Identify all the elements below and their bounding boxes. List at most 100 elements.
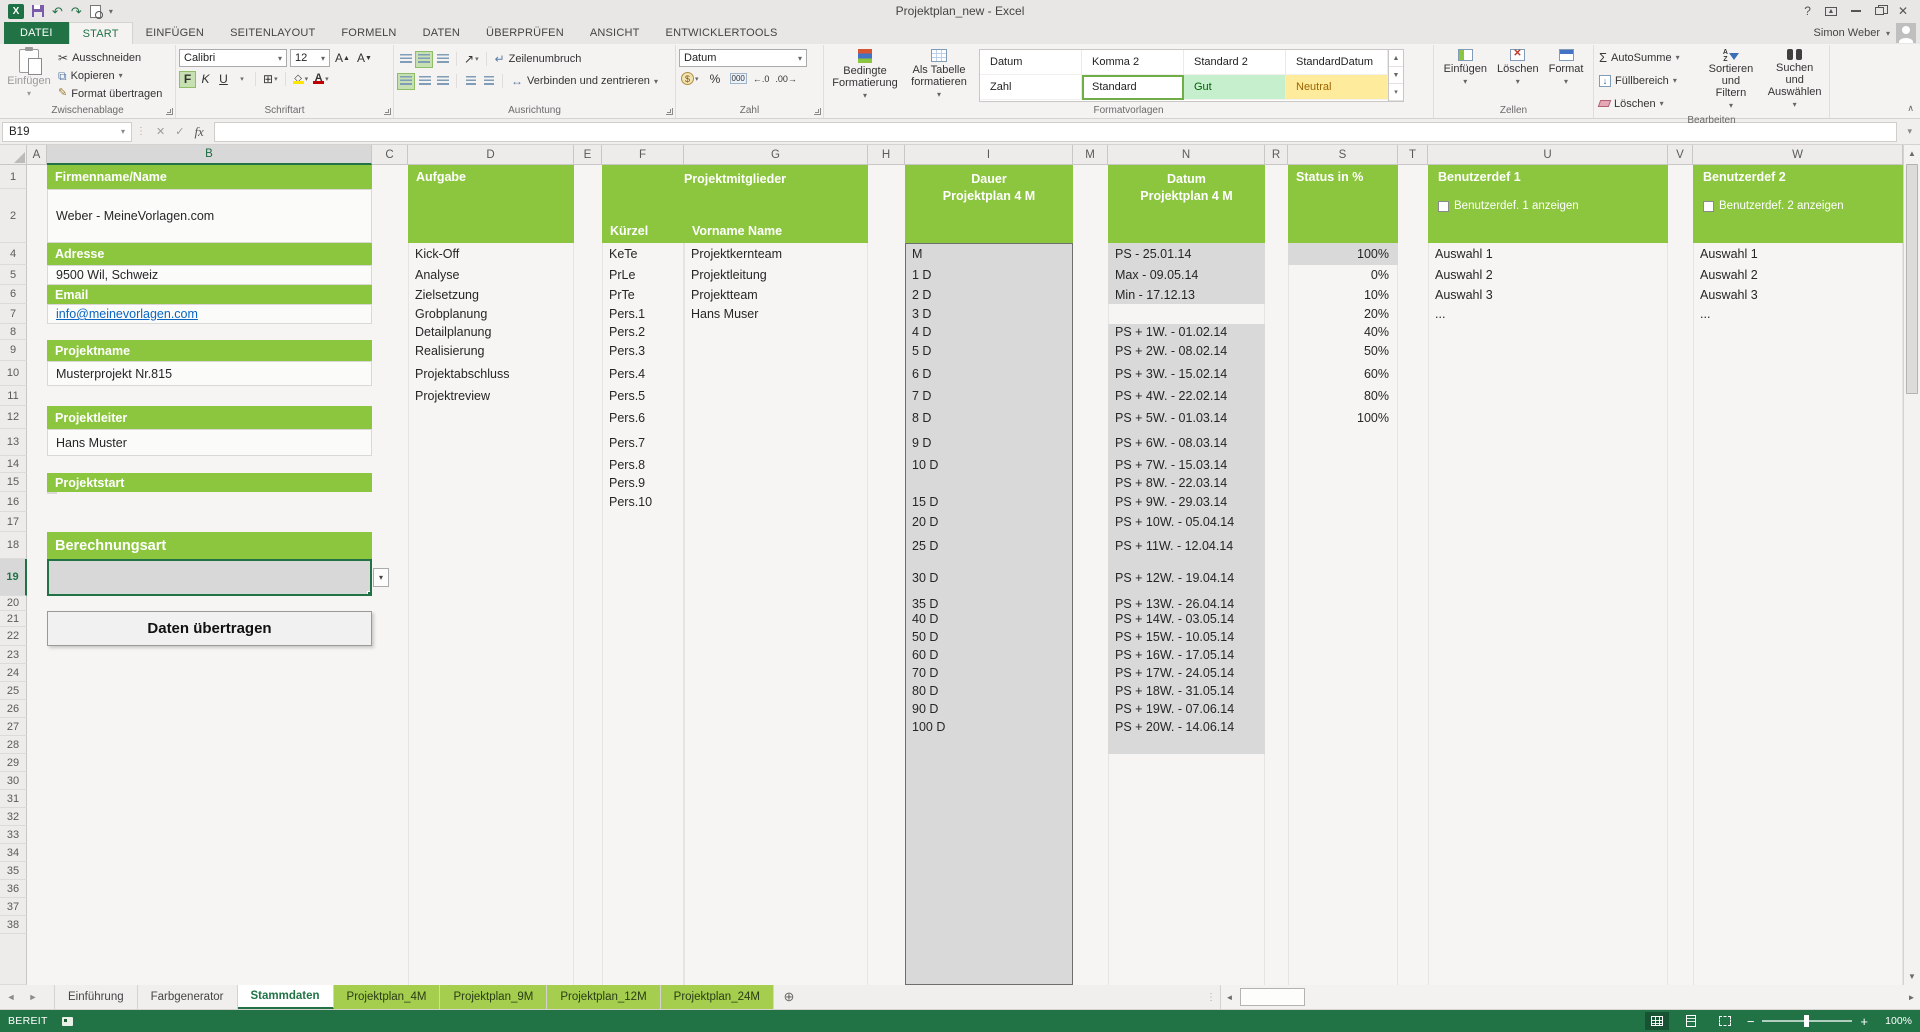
account-name[interactable]: Simon Weber [1813, 27, 1880, 39]
name-box-dropdown-icon[interactable]: ▾ [120, 127, 125, 136]
close-icon[interactable]: ✕ [1897, 4, 1908, 18]
cell-B12[interactable]: Projektleiter [47, 406, 372, 429]
shrink-font-button[interactable]: A ▼ [356, 51, 372, 65]
underline-dropdown-icon[interactable]: ▾ [240, 76, 244, 83]
checkbox-icon[interactable] [1703, 200, 1714, 212]
sheet-prev-icon[interactable]: ◄ [6, 992, 16, 1002]
cell-S12[interactable]: 100% [1357, 410, 1389, 425]
row-header-12[interactable]: 12 [0, 406, 27, 429]
cell-I4[interactable]: M [912, 247, 923, 261]
column-header-M[interactable]: M [1073, 145, 1108, 165]
cell-I6[interactable]: 2 D [912, 287, 932, 302]
cell-N23[interactable]: PS + 16W. - 17.05.14 [1115, 648, 1235, 662]
column-header-W[interactable]: W [1693, 145, 1903, 165]
align-bottom-button[interactable] [434, 51, 451, 68]
column-header-B[interactable]: B [47, 145, 372, 165]
cell-F4[interactable]: KeTe [609, 247, 638, 261]
cell-S11[interactable]: 80% [1363, 389, 1389, 403]
horizontal-scrollbar[interactable]: ◄ ► [1220, 985, 1920, 1009]
cell-B18[interactable]: Berechnungsart [47, 532, 372, 559]
zoom-in-icon[interactable]: + [1860, 1013, 1868, 1029]
cell-F12[interactable]: Pers.6 [609, 410, 646, 425]
cell-D8[interactable]: Detailplanung [415, 325, 492, 339]
cell-B7[interactable]: info@meinevorlagen.com [47, 304, 372, 324]
number-dialog-launcher-icon[interactable] [814, 108, 821, 115]
cell-I24[interactable]: 70 D [912, 666, 939, 680]
sheet-tab-projektplan_24m[interactable]: Projektplan_24M [660, 985, 774, 1009]
cell-F13[interactable]: Pers.7 [609, 435, 646, 450]
account-dropdown-icon[interactable]: ▾ [1885, 28, 1890, 38]
cell-N5[interactable]: Max - 09.05.14 [1115, 268, 1199, 282]
cell-B15[interactable]: Projektstart [47, 473, 372, 492]
cell-N8[interactable]: PS + 1W. - 01.02.14 [1115, 325, 1228, 339]
cell-N4[interactable]: PS - 25.01.14 [1115, 247, 1192, 261]
ribbon-tab-ansicht[interactable]: ANSICHT [589, 27, 640, 39]
decrease-decimal-button[interactable]: .00→ [775, 73, 797, 84]
cell-I16[interactable]: 15 D [912, 495, 939, 509]
number-format-combo[interactable]: Datum ▾ [679, 49, 807, 67]
cell-N27[interactable]: PS + 20W. - 14.06.14 [1115, 720, 1235, 734]
cell-I8[interactable]: 4 D [912, 325, 932, 339]
cell-N21[interactable]: PS + 14W. - 03.05.14 [1115, 612, 1235, 626]
cell-I13[interactable]: 9 D [912, 435, 932, 450]
row-header-13[interactable]: 13 [0, 429, 27, 456]
cell-N4[interactable] [1108, 243, 1265, 304]
font-dialog-launcher-icon[interactable] [384, 108, 391, 115]
ribbon-tab-datei[interactable]: DATEI [4, 22, 69, 44]
style-item-standarddatum[interactable]: StandardDatum [1286, 50, 1388, 75]
cell-N16[interactable]: PS + 9W. - 29.03.14 [1115, 495, 1228, 509]
row-header-28[interactable]: 28 [0, 736, 27, 754]
decrease-indent-button[interactable] [462, 73, 479, 90]
cell-D10[interactable]: Projektabschluss [415, 366, 510, 381]
column-header-C[interactable]: C [372, 145, 408, 165]
comma-style-button[interactable]: 000 [729, 73, 747, 84]
row-header-25[interactable]: 25 [0, 682, 27, 700]
row-header-10[interactable]: 10 [0, 361, 27, 386]
sheet-tab-stammdaten[interactable]: Stammdaten [237, 985, 334, 1009]
orientation-button[interactable]: ↗ ▾ [464, 52, 479, 66]
scroll-left-icon[interactable]: ◄ [1225, 992, 1234, 1002]
font-size-combo[interactable]: 12 ▾ [290, 49, 330, 67]
clipboard-dialog-launcher-icon[interactable] [166, 108, 173, 115]
cell-G4[interactable]: Projektkernteam [691, 247, 783, 261]
column-header-S[interactable]: S [1288, 145, 1398, 165]
cell-F9[interactable]: Pers.3 [609, 343, 646, 358]
cell-I5[interactable]: 1 D [912, 268, 932, 282]
cell-D5[interactable]: Analyse [415, 268, 460, 282]
row-header-33[interactable]: 33 [0, 826, 27, 844]
cell-U7[interactable]: ... [1435, 307, 1446, 321]
tabbar-splitter[interactable]: ⋮ [1206, 991, 1216, 1003]
cell-N15[interactable]: PS + 8W. - 22.03.14 [1115, 475, 1228, 490]
cell-I26[interactable]: 90 D [912, 702, 939, 716]
row-header-18[interactable]: 18 [0, 532, 27, 559]
row-header-36[interactable]: 36 [0, 880, 27, 898]
cell-B19[interactable] [47, 559, 372, 596]
delete-cells-button[interactable]: Löschen ▾ [1493, 47, 1543, 104]
grow-font-button[interactable]: A ▲ [335, 51, 350, 65]
cell-N26[interactable]: PS + 19W. - 07.06.14 [1115, 702, 1235, 716]
cell-N19[interactable]: PS + 12W. - 19.04.14 [1115, 570, 1235, 585]
cell-G6[interactable]: Projektteam [691, 287, 758, 302]
zoom-level[interactable]: 100% [1885, 1015, 1912, 1027]
cell-F2[interactable]: Kürzel [602, 189, 684, 243]
row-header-5[interactable]: 5 [0, 265, 27, 285]
formula-bar-gripper[interactable]: ⋮ [136, 126, 146, 137]
cell-F5[interactable]: PrLe [609, 268, 636, 282]
sheet-tab-farbgenerator[interactable]: Farbgenerator [138, 985, 238, 1009]
column-header-A[interactable]: A [27, 145, 47, 165]
cell-U4[interactable]: Auswahl 1 [1435, 247, 1493, 261]
ribbon-tab-formeln[interactable]: FORMELN [341, 27, 397, 39]
cell-G2[interactable]: Vorname Name [684, 189, 868, 243]
gallery-down-icon[interactable]: ▼ [1389, 67, 1403, 84]
row-header-4[interactable]: 4 [0, 243, 27, 265]
normal-view-button[interactable] [1644, 1012, 1669, 1030]
collapse-ribbon-icon[interactable]: ∧ [1907, 103, 1914, 113]
style-item-standard-2[interactable]: Standard 2 [1184, 50, 1286, 75]
cell-N11[interactable]: PS + 4W. - 22.02.14 [1115, 389, 1228, 403]
cell-N13[interactable]: PS + 6W. - 08.03.14 [1115, 435, 1228, 450]
fill-button[interactable]: ↓ Füllbereich ▾ [1597, 72, 1699, 89]
name-box[interactable]: B19 ▾ [2, 121, 132, 142]
cell-B16[interactable]: 26.01.2014 [47, 492, 57, 494]
format-painter-button[interactable]: ✎ Format übertragen [55, 85, 165, 102]
vertical-scrollbar[interactable]: ▲ ▼ [1903, 145, 1920, 985]
